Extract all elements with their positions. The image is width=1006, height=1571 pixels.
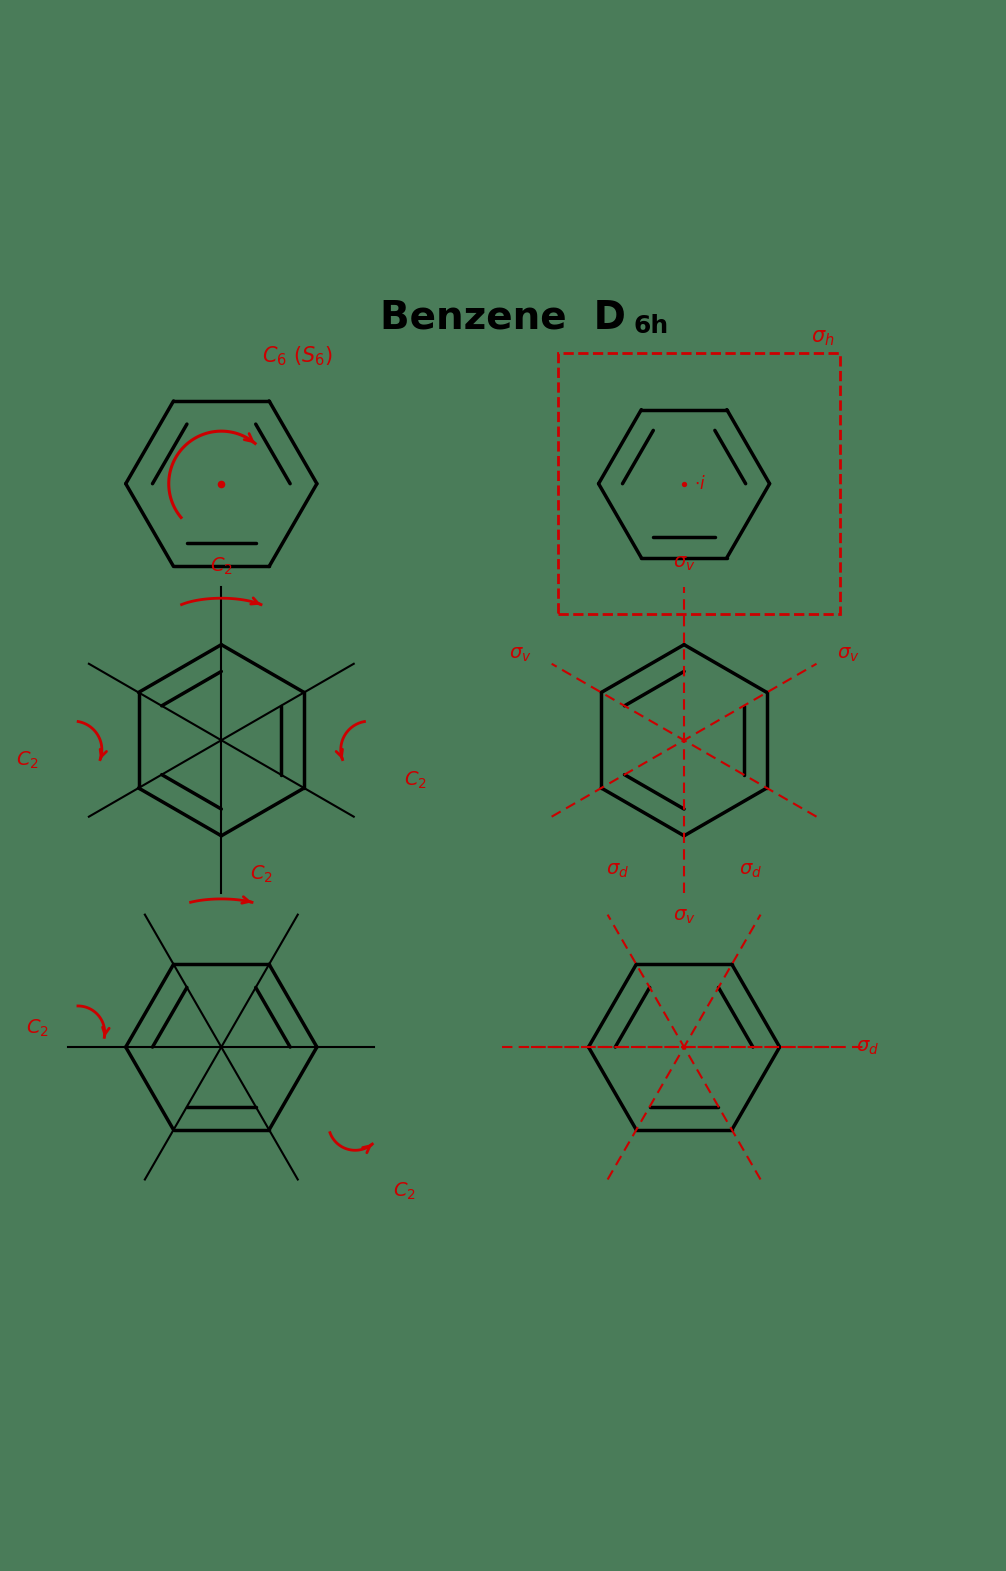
Text: $\sigma_v$: $\sigma_v$ [673,555,695,573]
Text: Benzene  D: Benzene D [380,298,626,336]
Text: $\sigma_d$: $\sigma_d$ [739,861,763,880]
Text: 6h: 6h [634,314,669,338]
Text: $\sigma_v$: $\sigma_v$ [673,908,695,927]
Text: $\sigma_d$: $\sigma_d$ [606,861,629,880]
Point [213,471,229,496]
Text: $C_2$: $C_2$ [16,749,39,771]
Text: $\sigma_v$: $\sigma_v$ [837,644,859,663]
Text: $\sigma_v$: $\sigma_v$ [509,644,531,663]
Text: $C_2$: $C_2$ [393,1181,416,1202]
Point [676,471,692,496]
Text: $C_2$: $C_2$ [26,1018,49,1038]
Text: $\sigma_d$: $\sigma_d$ [856,1037,879,1057]
Text: $C_6\ (S_6)$: $C_6\ (S_6)$ [262,344,332,368]
Text: $C_2$: $C_2$ [404,770,427,792]
Text: $\cdot i$: $\cdot i$ [694,474,706,493]
Bar [558,353,840,614]
Text: $C_2$: $C_2$ [249,864,273,884]
Text: $C_2$: $C_2$ [210,556,232,577]
Text: $\sigma_h$: $\sigma_h$ [812,328,835,347]
